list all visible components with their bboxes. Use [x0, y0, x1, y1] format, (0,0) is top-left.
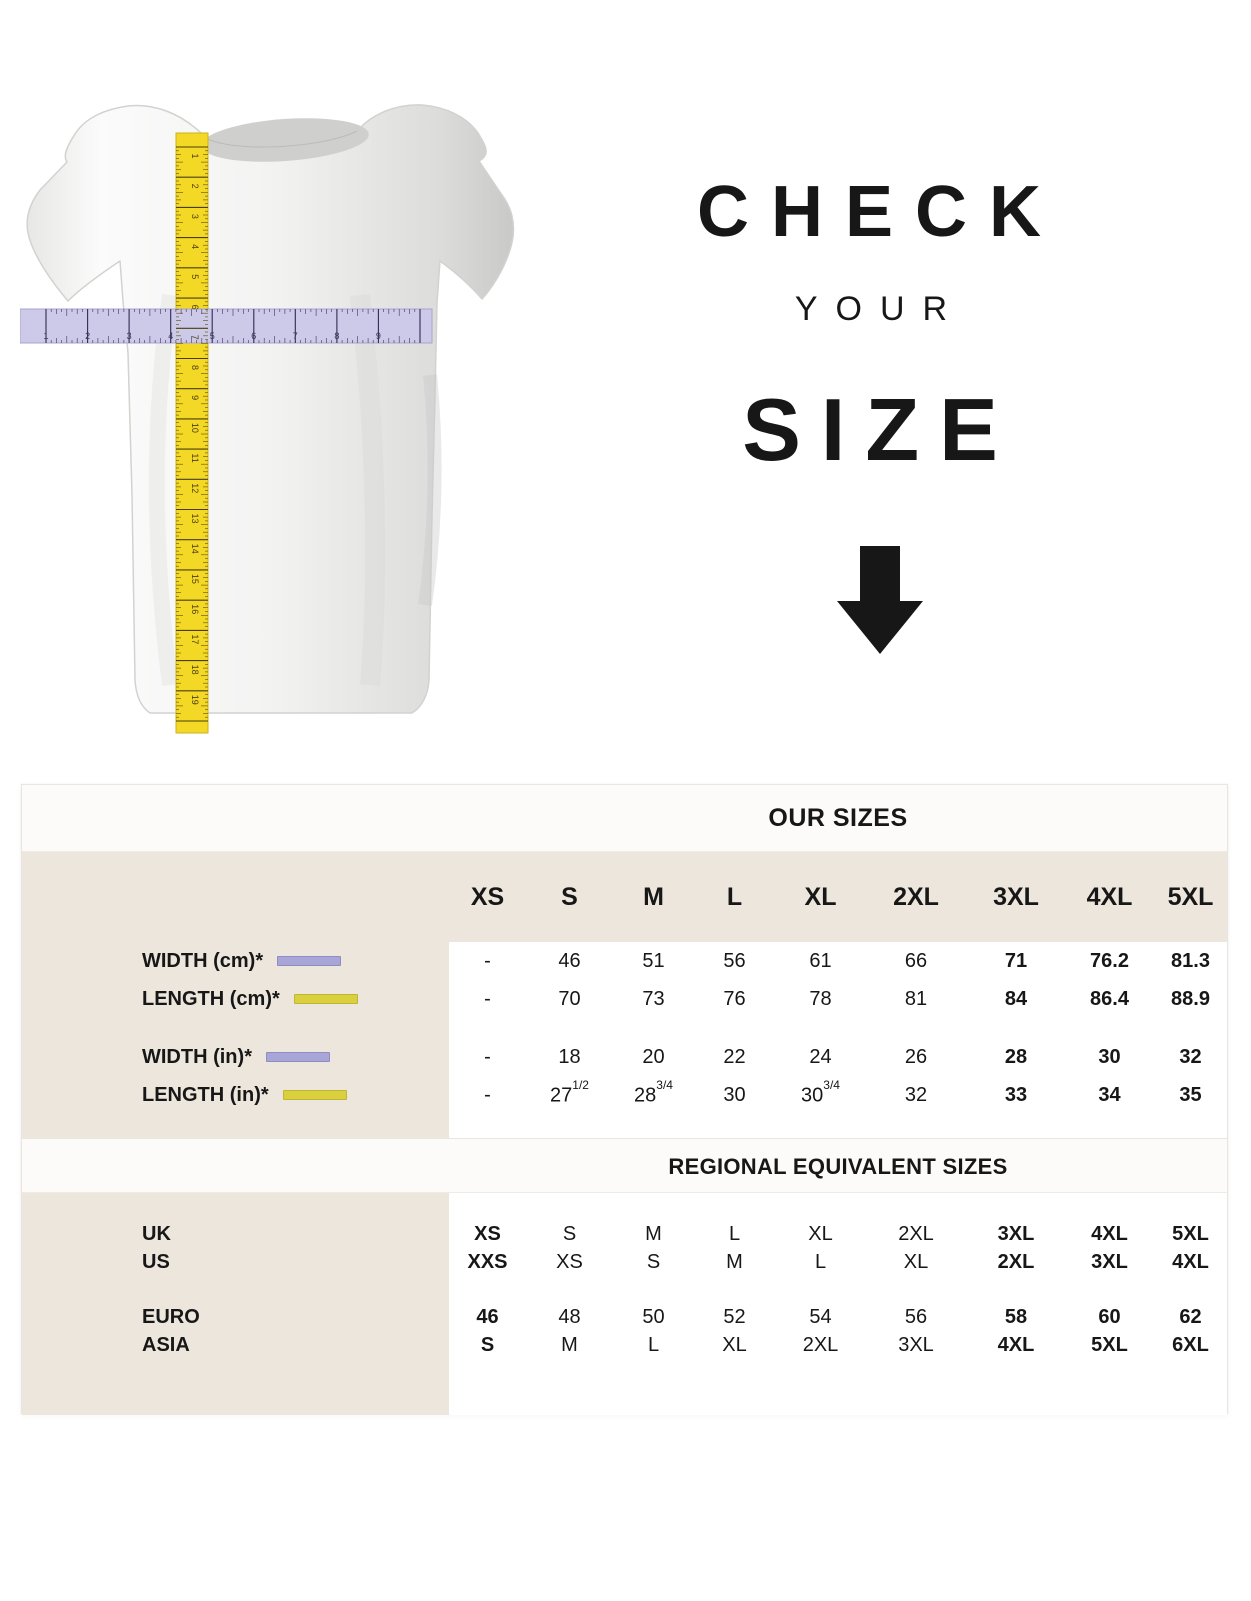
- svg-text:12: 12: [190, 483, 200, 493]
- svg-text:5: 5: [190, 274, 200, 279]
- svg-text:11: 11: [190, 453, 200, 462]
- svg-text:19: 19: [190, 695, 200, 705]
- svg-text:8: 8: [334, 331, 339, 341]
- svg-text:18: 18: [190, 665, 200, 675]
- svg-text:3: 3: [190, 214, 200, 219]
- svg-text:13: 13: [190, 513, 200, 523]
- svg-text:2: 2: [85, 331, 90, 341]
- svg-text:2: 2: [190, 184, 200, 189]
- svg-text:5: 5: [210, 331, 215, 341]
- svg-text:10: 10: [190, 423, 200, 433]
- svg-text:16: 16: [190, 604, 200, 614]
- svg-text:9: 9: [190, 395, 200, 400]
- svg-text:15: 15: [190, 574, 200, 584]
- svg-text:8: 8: [190, 365, 200, 370]
- svg-text:9: 9: [376, 331, 381, 341]
- svg-text:6: 6: [251, 331, 256, 341]
- svg-text:4: 4: [190, 244, 200, 249]
- svg-text:1: 1: [43, 331, 48, 341]
- svg-text:17: 17: [190, 634, 200, 644]
- svg-text:4: 4: [168, 331, 173, 341]
- svg-text:6: 6: [190, 305, 200, 310]
- svg-text:3: 3: [127, 331, 132, 341]
- svg-text:7: 7: [293, 331, 298, 341]
- svg-text:14: 14: [190, 544, 200, 554]
- svg-text:1: 1: [190, 153, 200, 158]
